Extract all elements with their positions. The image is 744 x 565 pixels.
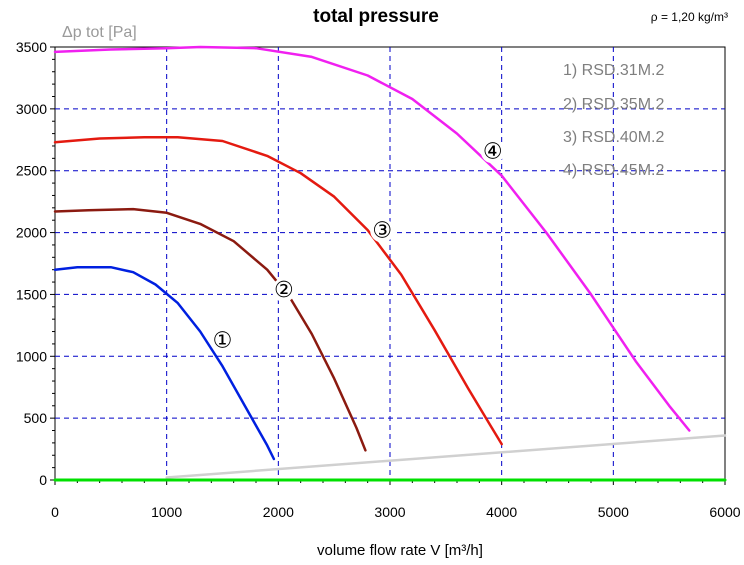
series-layer [53,45,727,482]
curve-marker-bg-2 [271,277,296,302]
series-line-5 [165,434,727,479]
y-tick-label: 2000 [16,225,47,241]
legend-item-2: 2) RSD.35M.2 [563,96,664,113]
legend: 1) RSD.31M.2 2) RSD.35M.2 3) RSD.40M.2 4… [563,62,664,179]
x-tick-label: 0 [51,504,59,520]
curve-marker-bg-1 [210,328,235,353]
x-axis-label: volume flow rate V [m³/h] [317,542,483,559]
curve-marker-bg-4 [480,139,505,164]
y-tick-label: 3500 [16,39,47,55]
y-tick-label: 2500 [16,163,47,179]
legend-item-3: 3) RSD.40M.2 [563,129,664,146]
series-line-2 [53,207,367,452]
density-note: ρ = 1,20 kg/m³ [651,10,728,24]
x-tick-label: 2000 [263,504,294,520]
axis-ticks: 0 1000 2000 3000 4000 5000 6000 0 500 1000 1500 200… [16,39,741,520]
curve-marker-1: ① [213,329,233,354]
y-tick-label: 3000 [16,101,47,117]
curve-marker-bg-3 [370,218,395,243]
x-tick-label: 3000 [374,504,405,520]
y-tick-label: 0 [39,472,47,488]
curve-marker-4: ④ [483,139,503,164]
curve-marker-2: ② [274,278,294,303]
x-tick-label: 5000 [598,504,629,520]
x-tick-label: 1000 [151,504,182,520]
series-line-1 [53,265,276,461]
curve-marker-3: ③ [372,219,392,244]
series-line-4 [53,45,691,432]
chart-title: total pressure [313,6,439,27]
series-line-3 [53,136,503,446]
y-tick-label: 1000 [16,348,47,364]
curve-markers: ① ② ③ ④ [210,139,505,354]
y-tick-label: 1500 [16,286,47,302]
x-tick-label: 6000 [709,504,740,520]
legend-item-1: 1) RSD.31M.2 [563,62,664,79]
y-axis-label: Δp tot [Pa] [62,24,137,41]
y-tick-label: 500 [24,410,48,426]
legend-item-4: 4) RSD.45M.2 [563,162,664,179]
x-tick-label: 4000 [486,504,517,520]
